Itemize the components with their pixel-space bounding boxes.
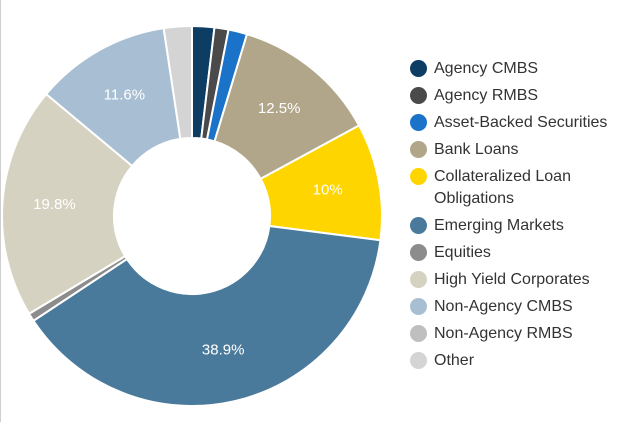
slice-label-high-yield-corporates: 19.8%	[33, 196, 76, 213]
legend-item-equities[interactable]: Equities	[410, 242, 635, 264]
slice-label-collateralized-loan-obligations: 10%	[313, 182, 343, 199]
legend-item-non-agency-rmbs[interactable]: Non-Agency RMBS	[410, 323, 635, 345]
slice-high-yield-corporates[interactable]	[1, 92, 134, 316]
legend-label: Emerging Markets	[434, 217, 564, 234]
slice-label-non-agency-cmbs: 11.6%	[104, 87, 145, 104]
legend-label: Collateralized Loan Obligations	[434, 168, 571, 207]
legend: Agency CMBS Agency RMBS Asset-Backed Sec…	[410, 58, 635, 377]
legend-label: Non-Agency RMBS	[434, 325, 573, 342]
legend-swatch	[410, 168, 427, 185]
legend-label: Non-Agency CMBS	[434, 298, 573, 315]
legend-item-agency-cmbs[interactable]: Agency CMBS	[410, 58, 635, 80]
legend-swatch	[410, 325, 427, 342]
slice-label-emerging-markets: 38.9%	[202, 341, 245, 358]
legend-item-asset-backed-securities[interactable]: Asset-Backed Securities	[410, 112, 635, 134]
left-border	[0, 0, 1, 422]
slice-label-bank-loans: 12.5%	[258, 100, 301, 117]
legend-swatch	[410, 87, 427, 104]
legend-item-agency-rmbs[interactable]: Agency RMBS	[410, 85, 635, 107]
legend-item-non-agency-cmbs[interactable]: Non-Agency CMBS	[410, 296, 635, 318]
legend-label: Agency CMBS	[434, 60, 539, 77]
legend-swatch	[410, 244, 427, 261]
legend-item-emerging-markets[interactable]: Emerging Markets	[410, 215, 635, 237]
legend-label: Bank Loans	[434, 141, 519, 158]
legend-swatch	[410, 114, 427, 131]
legend-swatch	[410, 141, 427, 158]
legend-item-bank-loans[interactable]: Bank Loans	[410, 139, 635, 161]
legend-label: Agency RMBS	[434, 87, 539, 104]
legend-swatch	[410, 298, 427, 315]
legend-item-high-yield-corporates[interactable]: High Yield Corporates	[410, 269, 635, 291]
slice-other[interactable]	[162, 24, 193, 141]
legend-label: Equities	[434, 244, 491, 261]
legend-item-collateralized-loan-obligations[interactable]: Collateralized Loan Obligations	[410, 166, 635, 210]
legend-label: High Yield Corporates	[434, 271, 590, 288]
legend-item-other[interactable]: Other	[410, 350, 635, 372]
legend-label: Other	[434, 352, 475, 369]
legend-swatch	[410, 271, 427, 288]
slice-emerging-markets[interactable]	[32, 224, 382, 407]
legend-swatch	[410, 60, 427, 77]
legend-swatch	[410, 352, 427, 369]
legend-swatch	[410, 217, 427, 234]
legend-label: Asset-Backed Securities	[434, 114, 608, 131]
